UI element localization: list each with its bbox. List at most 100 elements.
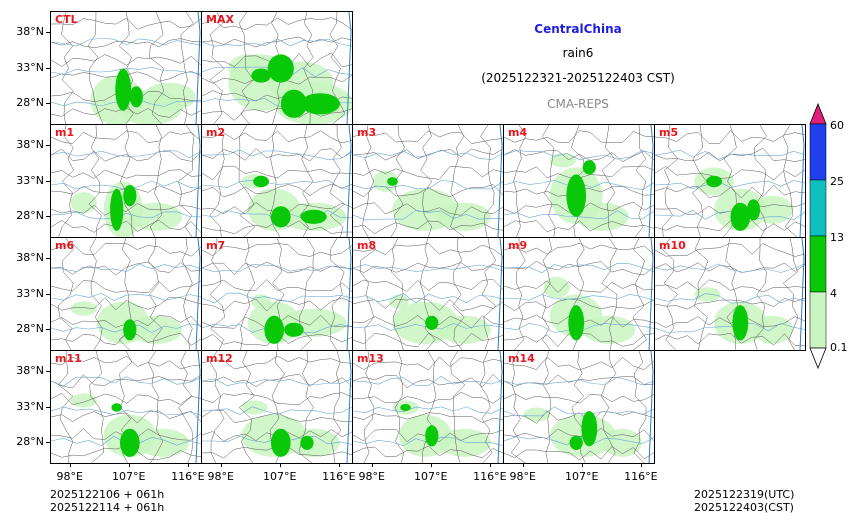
map-panel-m11: m11 [50,350,202,464]
map-panel-plot [655,238,805,350]
province-border [329,125,345,237]
rain-area-light [694,287,721,302]
y-tick-mark [46,441,50,443]
province-border [601,238,618,350]
province-border [202,165,352,181]
x-tick-mark [128,463,130,467]
rain-area-moderate [300,209,327,224]
y-tick-mark [46,406,50,408]
province-border [51,54,201,67]
rain-area-moderate [568,305,585,341]
rain-area-moderate [425,315,439,330]
province-border [504,427,654,442]
rain-area-moderate [264,315,284,344]
rain-area-moderate [271,428,291,457]
y-tick-label: 28°N [16,208,44,222]
rain-area-moderate [730,202,751,231]
province-border [238,351,255,463]
x-tick-mark [69,463,71,467]
river-line [51,150,201,159]
map-panel-plot [51,125,201,237]
river-line [202,378,352,387]
y-tick-mark [46,328,50,330]
coastline [799,238,805,350]
province-border [51,130,201,144]
province-border [353,333,503,348]
river-line [353,149,503,160]
footer-left-line2: 2025122114 + 061h [50,501,165,514]
province-border [693,238,709,350]
province-border [504,220,654,233]
x-tick-label: 98°E [56,470,83,483]
x-tick-mark [430,463,432,467]
rain-area-moderate [115,68,132,111]
river-line [353,264,503,272]
colorbar-label-13: 13 [830,231,844,244]
coastline [195,238,201,350]
river-line [504,293,654,301]
panel-label: MAX [206,13,234,26]
province-border [202,130,352,144]
y-tick-mark [46,145,50,147]
river-line [51,293,201,301]
x-tick-label: 98°E [509,470,536,483]
province-border [419,238,436,350]
province-border [655,130,805,144]
y-tick-label: 33°N [16,286,44,300]
river-line [202,149,352,160]
province-border [353,445,503,459]
province-border [181,238,193,350]
rain-area-moderate [110,188,124,231]
province-border [298,238,315,350]
panel-label: m1 [55,126,75,139]
river-line [353,180,503,190]
province-border [504,260,654,276]
y-tick-mark [46,293,50,295]
province-border [202,261,352,275]
province-border [601,125,616,237]
colorbar-label-0.1: 0.1 [830,341,848,354]
y-tick-mark [46,102,50,104]
province-border [353,356,503,371]
province-border [353,391,503,404]
x-tick-label: 116°E [473,470,507,483]
rain-area-moderate [271,206,291,228]
river-line [353,293,503,304]
rain-area-moderate [425,425,439,447]
x-tick-mark [522,463,524,467]
province-border [513,238,526,350]
colorbar-label-4: 4 [830,287,837,300]
panel-label: m5 [659,126,679,139]
province-border [504,393,654,404]
map-panel-m8: m8 [352,237,504,351]
province-border [391,238,404,350]
colorbar-label-25: 25 [830,175,844,188]
province-border [329,12,346,124]
river-line [353,406,503,414]
river-line [655,210,805,221]
province-border [655,297,805,310]
colorbar-extend-top [809,102,827,125]
province-border [202,243,352,257]
province-border [655,242,805,257]
panel-label: m4 [508,126,528,139]
province-border [88,125,102,237]
map-panel-plot [504,125,654,237]
province-border [269,125,281,237]
coastline [346,12,352,124]
rain-area-moderate [566,174,586,217]
map-panel-plot [353,238,503,350]
rain-area-moderate [387,177,398,186]
province-border [601,351,617,463]
map-panel-m4: m4 [503,124,655,238]
province-border [51,219,201,233]
map-panel-max: MAX [201,11,353,125]
coastline [346,125,352,237]
footer-right-line2: 2025122403(CST) [694,501,794,514]
map-panel-plot [51,351,201,463]
panel-label: m10 [659,239,686,252]
colorbar [809,102,827,370]
panel-label: m9 [508,239,528,252]
y-tick-mark [46,67,50,69]
province-border [782,238,799,350]
